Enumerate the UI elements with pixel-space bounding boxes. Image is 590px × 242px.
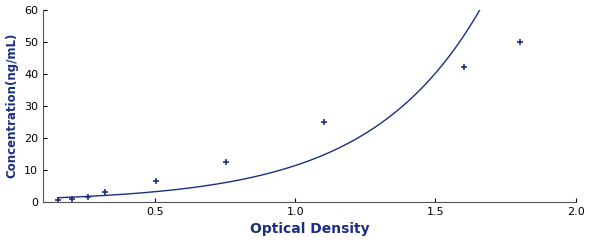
X-axis label: Optical Density: Optical Density xyxy=(250,222,369,236)
Y-axis label: Concentration(ng/mL): Concentration(ng/mL) xyxy=(5,33,18,179)
